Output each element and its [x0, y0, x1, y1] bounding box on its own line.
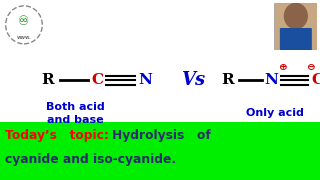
- Circle shape: [284, 3, 308, 29]
- Text: Both acid: Both acid: [46, 102, 104, 112]
- Text: and base: and base: [47, 115, 103, 125]
- Text: R: R: [42, 73, 54, 87]
- Text: N: N: [264, 73, 278, 87]
- Text: R: R: [222, 73, 234, 87]
- Text: ⊕: ⊕: [278, 62, 286, 72]
- Text: ♾: ♾: [18, 15, 30, 28]
- Text: Hydrolysis   of: Hydrolysis of: [112, 129, 211, 143]
- Text: www.: www.: [17, 35, 31, 40]
- Text: N: N: [138, 73, 152, 87]
- Bar: [0, 122, 320, 180]
- Text: C: C: [311, 73, 320, 87]
- Text: Vs: Vs: [181, 71, 205, 89]
- Text: C: C: [91, 73, 103, 87]
- Text: Only acid: Only acid: [246, 108, 304, 118]
- Text: ⊖: ⊖: [306, 62, 314, 72]
- Text: cyanide and iso-cyanide.: cyanide and iso-cyanide.: [5, 154, 176, 166]
- Text: Today’s   topic:: Today’s topic:: [5, 129, 109, 143]
- FancyBboxPatch shape: [280, 28, 312, 51]
